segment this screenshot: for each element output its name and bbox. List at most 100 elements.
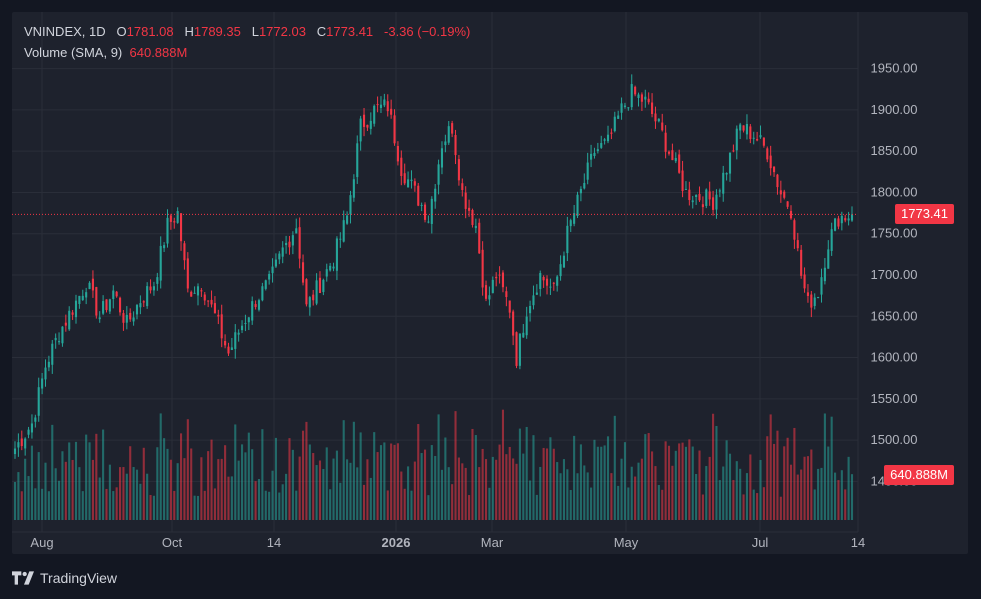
symbol-name[interactable]: VNINDEX	[24, 24, 82, 39]
volume-bar	[739, 468, 742, 520]
volume-bar	[827, 446, 830, 520]
volume-bar	[590, 487, 593, 520]
candle-body	[701, 204, 704, 208]
candle-body	[674, 157, 677, 162]
candle-body	[44, 367, 47, 380]
candle-body	[132, 317, 135, 322]
candle-body	[159, 245, 162, 281]
candle-body	[810, 294, 813, 308]
candle-body	[196, 286, 200, 296]
candle-body	[142, 301, 145, 303]
volume-bar	[813, 489, 816, 520]
candle-body	[518, 333, 521, 366]
volume-bar	[674, 450, 677, 520]
candle-body	[312, 294, 315, 301]
last-price-label: 1773.41	[895, 204, 954, 225]
volume-bar	[74, 441, 78, 520]
candle-body	[430, 198, 433, 224]
volume-indicator-label[interactable]: Volume (SMA, 9)	[24, 45, 123, 60]
volume-bar	[651, 451, 654, 520]
candle-body	[695, 195, 698, 197]
candle-body	[728, 152, 732, 174]
candle-body	[301, 262, 305, 283]
x-tick-label: Oct	[162, 535, 183, 550]
candle-body	[522, 332, 525, 338]
x-tick-label: Jul	[752, 535, 769, 550]
y-tick-label: 1800.00	[871, 184, 918, 199]
volume-bar	[207, 451, 210, 520]
candle-body	[224, 340, 227, 346]
candle-body	[257, 300, 261, 310]
volume-bar	[593, 439, 596, 520]
y-tick-label: 1650.00	[871, 308, 918, 323]
candle-body	[529, 305, 532, 314]
candle-body	[606, 134, 610, 142]
y-tick-label: 1500.00	[871, 432, 918, 447]
change-value: -3.36 (−0.19%)	[384, 24, 471, 39]
candle-body	[54, 337, 57, 341]
candle-body	[539, 273, 542, 289]
candle-body	[451, 123, 454, 134]
volume-bar	[224, 445, 227, 520]
volume-bar	[312, 453, 315, 520]
volume-bar	[257, 478, 261, 520]
candle-body	[139, 303, 142, 308]
y-tick-label: 1700.00	[871, 267, 918, 282]
volume-bar	[505, 454, 508, 520]
volume-bar	[51, 424, 54, 520]
volume-bar	[315, 465, 318, 520]
candle-body	[118, 297, 122, 313]
candle-body	[535, 292, 538, 295]
volume-bar	[156, 447, 159, 520]
candle-body	[346, 215, 349, 224]
volume-bar	[217, 459, 220, 520]
volume-bar	[112, 491, 115, 520]
volume-bar	[793, 427, 796, 520]
volume-bar	[556, 462, 559, 520]
tradingview-branding[interactable]: TradingView	[12, 566, 117, 590]
volume-bar	[661, 489, 664, 520]
candle-body	[335, 238, 338, 271]
volume-bar	[454, 411, 457, 520]
candle-body	[325, 269, 328, 277]
candle-body	[613, 116, 616, 132]
volume-bar	[430, 445, 433, 520]
candle-body	[61, 326, 64, 344]
volume-bar	[823, 413, 826, 520]
volume-bar	[491, 456, 494, 520]
volume-bar	[474, 435, 477, 520]
volume-bar	[386, 490, 389, 520]
candlestick-chart[interactable]: 1450.001500.001550.001600.001650.001700.…	[12, 12, 968, 554]
candle-body	[654, 113, 657, 122]
volume-bar	[125, 473, 128, 520]
volume-bar	[342, 420, 345, 520]
volume-bar	[437, 414, 440, 520]
candle-body	[590, 153, 593, 160]
candle-body	[793, 220, 796, 240]
chart-pane[interactable]: 1450.001500.001550.001600.001650.001700.…	[12, 12, 968, 554]
candle-body	[671, 150, 674, 161]
volume-bar	[427, 495, 430, 520]
candle-body	[823, 267, 826, 282]
candle-body	[169, 215, 172, 222]
volume-bar	[81, 491, 84, 520]
volume-bar	[762, 487, 765, 520]
volume-bar	[281, 484, 284, 520]
interval[interactable]: 1D	[89, 24, 106, 39]
volume-bar	[667, 445, 671, 520]
candle-body	[827, 249, 830, 269]
candle-body	[373, 105, 376, 124]
volume-bar	[179, 433, 183, 520]
candle-body	[339, 238, 342, 240]
volume-bar	[68, 442, 71, 520]
candle-body	[549, 286, 552, 288]
volume-bar	[579, 444, 582, 520]
candle-body	[552, 282, 555, 284]
volume-bar	[393, 444, 396, 520]
volume-bar	[789, 464, 793, 520]
volume-bar	[518, 428, 521, 520]
volume-bar	[17, 472, 20, 520]
volume-bar	[644, 434, 647, 520]
volume-bar	[244, 452, 247, 520]
candle-body	[715, 194, 718, 210]
